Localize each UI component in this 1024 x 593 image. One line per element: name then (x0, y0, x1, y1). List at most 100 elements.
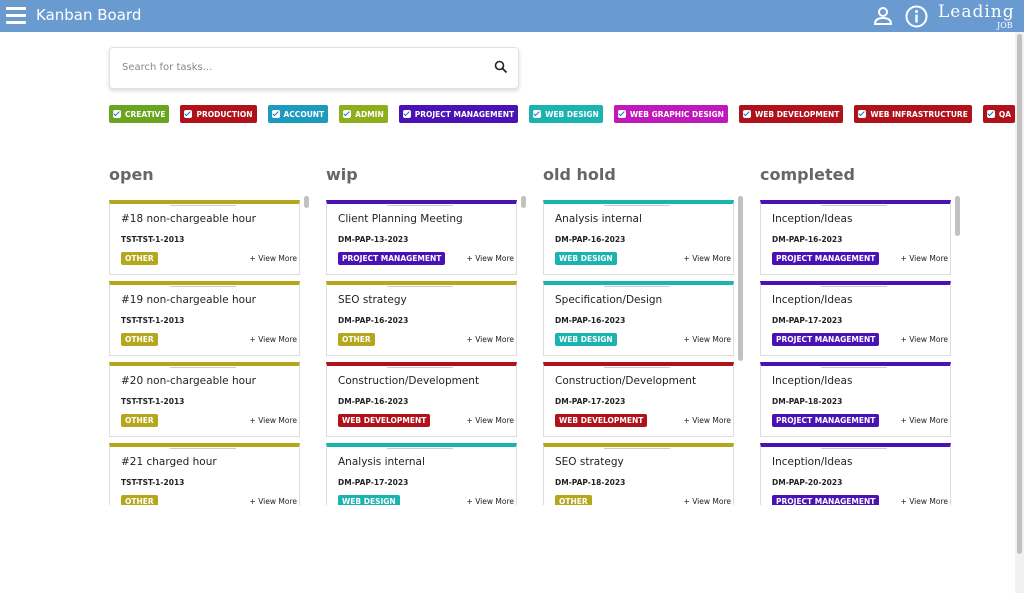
filter-checkbox[interactable] (343, 110, 352, 118)
card-title: Inception/Ideas (772, 294, 853, 306)
filter-chip[interactable]: WEB DESIGN (529, 105, 603, 123)
card-tag: WEB DEVELOPMENT (338, 414, 431, 427)
card-title: #21 charged hour (121, 456, 217, 468)
filter-label: PRODUCTION (196, 109, 253, 119)
task-card[interactable]: Inception/Ideas DM-PAP-16-2023 PROJECT MAN… (760, 200, 951, 275)
card-code: TST-TST-1-2013 (121, 397, 185, 406)
card-code: DM-PAP-18-2023 (555, 478, 626, 487)
task-card[interactable]: #19 non-chargeable hour TST-TST-1-2013 OTH… (109, 281, 300, 356)
view-more[interactable]: + View More (683, 254, 731, 263)
filter-checkbox[interactable] (533, 110, 542, 118)
view-more[interactable]: + View More (683, 497, 731, 505)
filter-chip[interactable]: PRODUCTION (180, 105, 257, 123)
task-card[interactable]: Inception/Ideas DM-PAP-18-2023 PROJECT MAN… (760, 362, 951, 437)
drag-handle (387, 286, 453, 287)
view-more[interactable]: + View More (249, 254, 297, 263)
task-card[interactable]: Specification/Design DM-PAP-16-2023 WEB DE… (543, 281, 734, 356)
drag-handle (387, 367, 453, 368)
filter-chip[interactable]: WEB INFRASTRUCTURE (854, 105, 972, 123)
card-code: DM-PAP-17-2023 (338, 478, 409, 487)
card-tag: PROJECT MANAGEMENT (772, 414, 880, 427)
column-scrollbar[interactable] (304, 196, 309, 505)
filter-checkbox[interactable] (113, 110, 121, 118)
card-title: SEO strategy (338, 294, 407, 306)
view-more[interactable]: + View More (466, 254, 514, 263)
filter-checkbox[interactable] (858, 110, 867, 118)
filter-chip[interactable]: ACCOUNT (267, 105, 329, 123)
filter-checkbox[interactable] (402, 110, 411, 118)
filter-chip[interactable]: ADMIN (339, 105, 388, 123)
filter-label: ADMIN (355, 109, 384, 119)
view-more[interactable]: + View More (683, 416, 731, 425)
column-scrollbar[interactable] (955, 196, 960, 505)
card-code: TST-TST-1-2013 (121, 316, 185, 325)
scroll-thumb[interactable] (521, 196, 526, 208)
task-card[interactable]: Inception/Ideas DM-PAP-20-2023 PROJECT MAN… (760, 443, 951, 505)
task-card[interactable]: Inception/Ideas DM-PAP-17-2023 PROJECT MAN… (760, 281, 951, 356)
card-title: Analysis internal (338, 456, 425, 468)
card-tag: PROJECT MANAGEMENT (772, 333, 880, 346)
card-tag: OTHER (121, 252, 158, 265)
search-box[interactable]: Search for tasks... (109, 47, 519, 89)
card-title: Specification/Design (555, 294, 663, 306)
scroll-thumb[interactable] (304, 196, 309, 208)
drag-handle (604, 448, 670, 449)
task-card[interactable]: Analysis internal DM-PAP-16-2023 WEB DESIG… (543, 200, 734, 275)
card-code: DM-PAP-16-2023 (555, 235, 626, 244)
task-card[interactable]: Construction/Development DM-PAP-17-2023 WE… (543, 362, 734, 437)
filter-chip[interactable]: WEB DEVELOPMENT (738, 105, 844, 123)
filter-checkbox[interactable] (271, 110, 280, 118)
filter-checkbox[interactable] (617, 110, 626, 118)
card-tag: WEB DEVELOPMENT (555, 414, 648, 427)
column-scrollbar[interactable] (738, 196, 743, 505)
column-title: wip (326, 165, 358, 184)
drag-handle (604, 367, 670, 368)
scroll-thumb[interactable] (738, 196, 743, 361)
view-more[interactable]: + View More (683, 335, 731, 344)
filter-checkbox[interactable] (184, 110, 193, 118)
search-placeholder: Search for tasks... (122, 62, 213, 73)
info-icon[interactable] (905, 5, 928, 28)
drag-handle (821, 367, 887, 368)
filter-chip[interactable]: QA (982, 105, 1016, 123)
filter-chip[interactable]: PROJECT MANAGEMENT (398, 105, 519, 123)
user-icon[interactable] (872, 5, 894, 27)
scroll-thumb[interactable] (955, 196, 960, 236)
task-card[interactable]: #20 non-chargeable hour TST-TST-1-2013 OTH… (109, 362, 300, 437)
view-more[interactable]: + View More (249, 335, 297, 344)
view-more[interactable]: + View More (249, 416, 297, 425)
card-title: #18 non-chargeable hour (121, 213, 257, 225)
view-more[interactable]: + View More (900, 497, 948, 505)
drag-handle (821, 286, 887, 287)
task-card[interactable]: SEO strategy DM-PAP-16-2023 OTHER + View Mo… (326, 281, 517, 356)
column-scrollbar[interactable] (521, 196, 526, 505)
search-icon[interactable] (494, 60, 508, 74)
view-more[interactable]: + View More (466, 416, 514, 425)
task-card[interactable]: Client Planning Meeting DM-PAP-13-2023 PRO… (326, 200, 517, 275)
view-more[interactable]: + View More (466, 335, 514, 344)
view-more[interactable]: + View More (900, 335, 948, 344)
card-code: DM-PAP-20-2023 (772, 478, 843, 487)
filter-chip[interactable]: CREATIVE (109, 105, 170, 123)
view-more[interactable]: + View More (900, 416, 948, 425)
filter-checkbox[interactable] (986, 110, 995, 118)
drag-handle (170, 367, 236, 368)
view-more[interactable]: + View More (900, 254, 948, 263)
card-title: #20 non-chargeable hour (121, 375, 257, 387)
card-code: DM-PAP-17-2023 (555, 397, 626, 406)
menu-button[interactable] (6, 7, 26, 25)
card-tag: WEB DESIGN (338, 495, 400, 505)
task-card[interactable]: Analysis internal DM-PAP-17-2023 WEB DESIG… (326, 443, 517, 505)
task-card[interactable]: SEO strategy DM-PAP-18-2023 OTHER + View Mo… (543, 443, 734, 505)
task-card[interactable]: #21 charged hour TST-TST-1-2013 OTHER + Vie… (109, 443, 300, 505)
filter-checkbox[interactable] (742, 110, 751, 118)
view-more[interactable]: + View More (466, 497, 514, 505)
task-card[interactable]: #18 non-chargeable hour TST-TST-1-2013 OTH… (109, 200, 300, 275)
card-tag: WEB DESIGN (555, 252, 617, 265)
task-card[interactable]: Construction/Development DM-PAP-16-2023 WE… (326, 362, 517, 437)
view-more[interactable]: + View More (249, 497, 297, 505)
drag-handle (821, 205, 887, 206)
page-scrollbar[interactable] (1015, 32, 1024, 593)
filter-chip[interactable]: WEB GRAPHIC DESIGN (613, 105, 728, 123)
card-tag: OTHER (121, 414, 158, 427)
